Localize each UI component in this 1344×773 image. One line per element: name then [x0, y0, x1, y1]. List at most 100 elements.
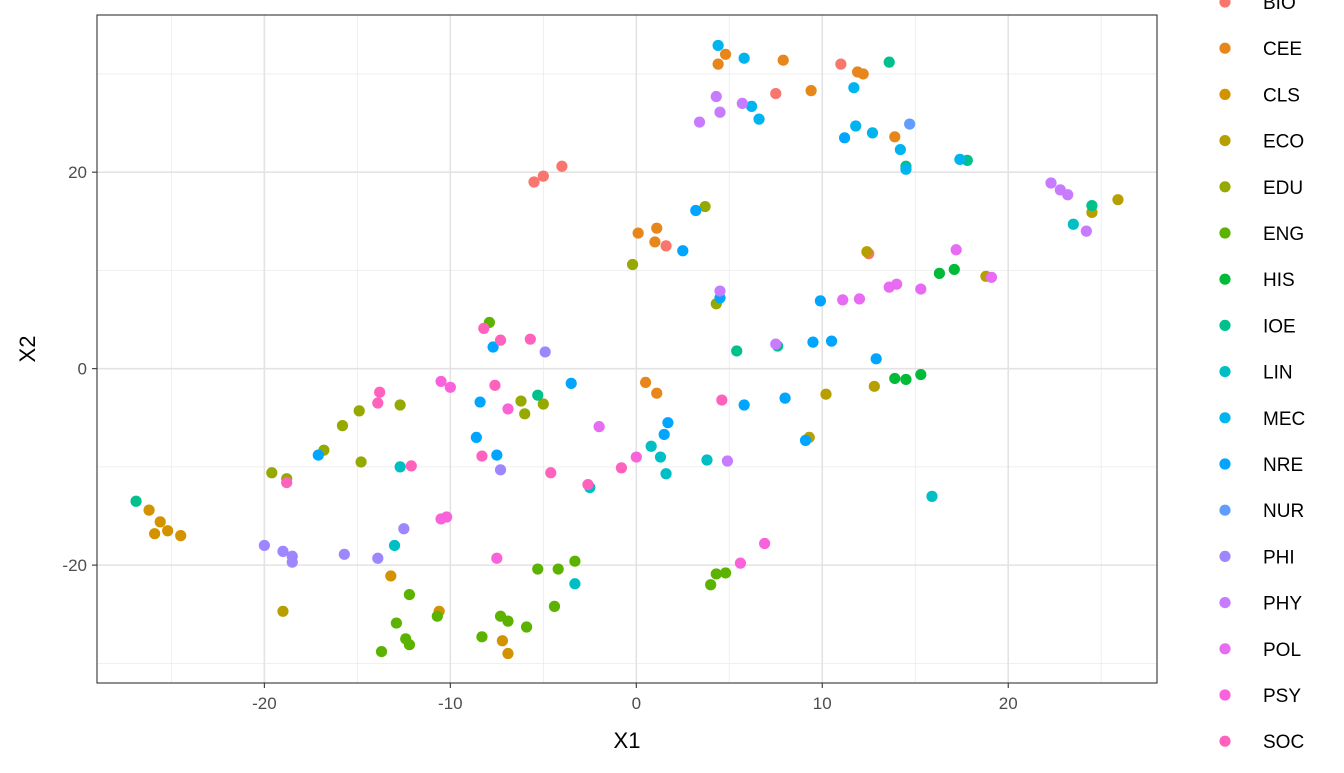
data-point-nre [658, 428, 670, 441]
grid-major [97, 15, 1157, 683]
x-axis-label: X1 [614, 728, 641, 753]
data-point-edu [336, 420, 349, 432]
legend-key-eng [1219, 227, 1231, 239]
data-point-lin [645, 440, 657, 452]
data-point-mec [712, 39, 724, 52]
data-point-cee [777, 54, 789, 66]
data-point-his [948, 263, 960, 276]
x-axis: -20 -10 0 10 20 [252, 683, 1018, 713]
data-point-nre [807, 336, 819, 348]
data-point-cee [857, 68, 869, 80]
data-point-edu [355, 456, 367, 468]
data-point-eng [705, 579, 717, 591]
data-point-soc [545, 467, 557, 479]
data-point-edu [699, 200, 711, 213]
data-point-nre [838, 132, 851, 144]
data-point-soc [494, 334, 507, 346]
y-axis: -20 0 20 [62, 163, 97, 575]
legend-key-cls [1219, 88, 1231, 100]
data-point-nre [474, 396, 486, 408]
legend-label-ioe: IOE [1263, 316, 1296, 337]
data-point-bio [835, 58, 847, 70]
x-tick-label: 10 [813, 694, 832, 713]
data-point-soc [476, 450, 488, 462]
data-point-pol [915, 283, 927, 295]
data-point-pol [950, 244, 962, 256]
data-point-nre [312, 449, 324, 461]
legend-label-cee: CEE [1263, 39, 1302, 60]
data-point-cls [149, 528, 161, 540]
data-point-phi [338, 548, 350, 560]
grid-minor [97, 15, 1157, 683]
data-point-phy [1045, 177, 1057, 189]
data-point-cee [805, 85, 817, 97]
data-point-psy [491, 552, 503, 564]
legend-key-edu [1219, 181, 1231, 193]
data-point-his [900, 373, 912, 386]
legend-label-eng: ENG [1263, 224, 1304, 245]
data-point-bio [556, 160, 568, 172]
data-point-edu [519, 408, 531, 420]
legend-key-cee [1219, 42, 1231, 54]
data-point-lin [388, 539, 401, 552]
data-point-his [933, 267, 946, 279]
data-point-edu [515, 395, 527, 407]
panel-border [96, 14, 1158, 684]
data-point-edu [266, 467, 278, 479]
data-point-eng [710, 568, 722, 580]
data-point-eng [569, 555, 581, 567]
legend-label-nre: NRE [1263, 455, 1303, 476]
data-point-soc [281, 477, 293, 489]
data-point-nre [491, 449, 503, 461]
data-point-mec [753, 113, 765, 125]
x-tick-label: 0 [632, 694, 641, 713]
data-point-eng [552, 563, 564, 575]
data-point-soc [405, 460, 417, 472]
data-point-eng [375, 645, 388, 658]
data-point-cee [649, 236, 661, 248]
legend-label-psy: PSY [1263, 686, 1301, 707]
legend-key-mec [1219, 412, 1231, 424]
data-point-ioe [532, 389, 544, 401]
x-tick-label: -10 [438, 694, 463, 713]
data-point-cls [385, 570, 397, 582]
legend-key-bio [1219, 0, 1231, 8]
data-point-psy [759, 537, 771, 550]
data-point-eng [403, 588, 416, 601]
data-point-cee [632, 227, 644, 239]
data-point-eco [277, 605, 289, 617]
data-point-soc [489, 379, 501, 391]
legend-key-nre [1219, 458, 1231, 470]
data-point-cls [154, 516, 166, 528]
data-point-ioe [883, 56, 895, 68]
legend-label-cls: CLS [1263, 85, 1300, 106]
data-point-eng [520, 621, 533, 633]
data-point-cee [719, 48, 732, 60]
data-point-phy [693, 116, 706, 128]
data-point-ioe [731, 345, 743, 357]
data-point-pol [853, 293, 866, 305]
data-point-ioe [130, 495, 142, 507]
data-point-eco [868, 380, 880, 392]
data-point-his [915, 368, 927, 381]
legend-key-nur [1219, 504, 1231, 516]
y-axis-label: X2 [15, 336, 40, 363]
data-point-cls [175, 530, 187, 542]
data-point-lin [660, 468, 672, 480]
data-point-psy [734, 557, 747, 569]
data-point-eng [502, 615, 514, 627]
data-point-nre [690, 204, 702, 217]
data-point-soc [582, 478, 594, 491]
legend-key-eco [1219, 135, 1231, 147]
data-point-soc [478, 322, 490, 334]
data-point-lin [1067, 218, 1079, 230]
data-point-bio [660, 240, 672, 252]
data-point-mec [954, 153, 966, 166]
data-point-cls [496, 635, 509, 647]
data-point-eng [431, 610, 443, 622]
data-point-mec [894, 143, 906, 156]
legend-label-bio: BIO [1263, 0, 1296, 14]
data-point-cee [639, 376, 652, 388]
